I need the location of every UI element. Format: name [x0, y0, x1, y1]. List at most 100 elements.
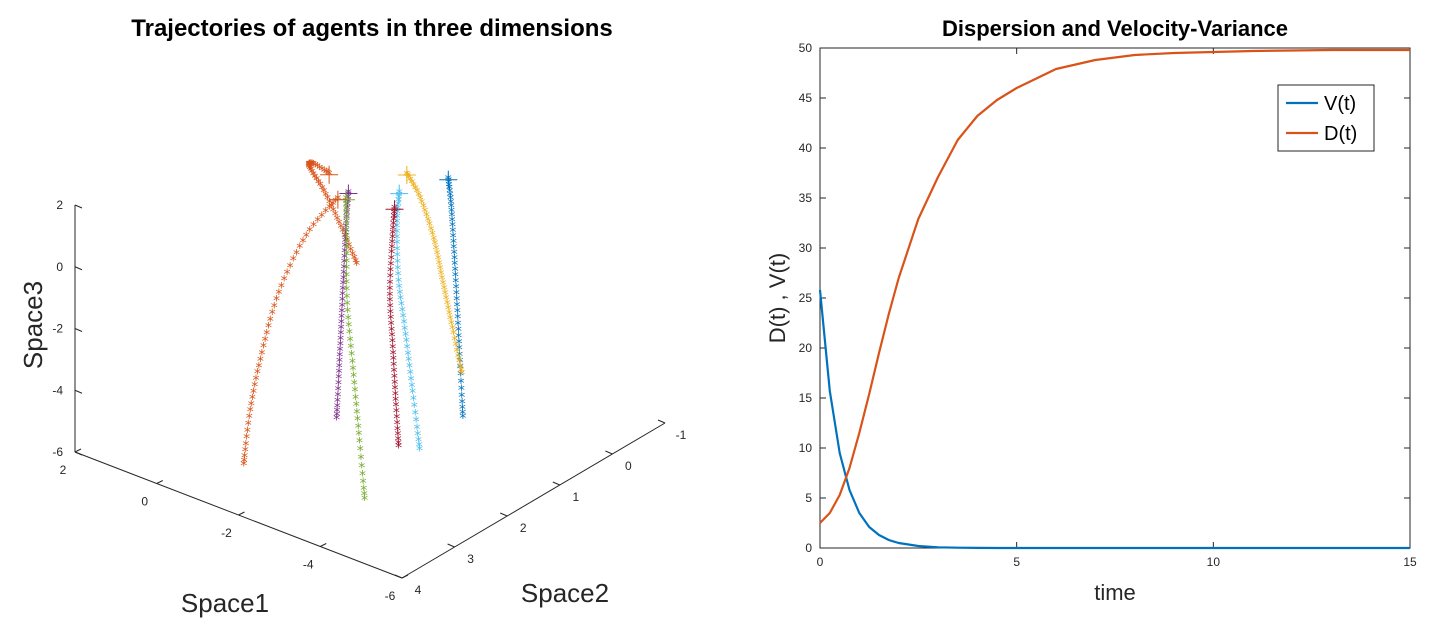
trajectory-point: *	[337, 344, 344, 360]
trajectory-point: *	[258, 347, 265, 363]
y-tick-label: 45	[799, 91, 813, 105]
trajectory-point: *	[343, 213, 350, 229]
trajectory-point: *	[273, 294, 280, 310]
trajectory-point: *	[287, 260, 294, 276]
trajectory-point: *	[451, 253, 458, 269]
trajectory-point: *	[308, 158, 315, 174]
trajectory-point: *	[320, 186, 327, 202]
trajectory-point: *	[341, 256, 348, 272]
trajectory-point: *	[394, 256, 401, 272]
trajectory-point: *	[315, 176, 322, 192]
trajectory-point: *	[343, 255, 350, 271]
trajectory-point: *	[334, 400, 341, 416]
trajectory-point: *	[457, 369, 464, 385]
series-2d	[818, 48, 1410, 550]
trajectory-point: *	[399, 305, 406, 321]
trajectory-point: *	[447, 197, 454, 213]
trajectories-3d-chart: Trajectories of agents in three dimensio…	[18, 15, 687, 618]
trajectory-point: *	[448, 205, 455, 221]
trajectory-point: *	[455, 330, 462, 346]
trajectory-point: *	[310, 159, 317, 175]
trajectory-point: *	[343, 262, 350, 278]
trajectory-point: *	[324, 193, 331, 209]
trajectory-point: *	[342, 240, 349, 256]
trajectory-point: *	[339, 225, 346, 241]
trajectory-point: *	[402, 329, 409, 345]
trajectory-point: *	[446, 185, 453, 201]
legend-entry: V(t)	[1324, 93, 1356, 115]
trajectory-point: *	[427, 223, 434, 239]
trajectory-point: *	[343, 235, 350, 251]
trajectory-point: *	[388, 324, 395, 340]
trajectory-point: *	[343, 230, 350, 246]
trajectory-series: ****************************************…	[305, 158, 360, 274]
trajectory-point: *	[393, 221, 400, 237]
trajectory-point: *	[394, 202, 401, 218]
trajectory-point: *	[348, 349, 355, 365]
trajectory-point: *	[330, 204, 337, 220]
y-tick-label: 50	[799, 41, 813, 55]
trajectory-point: *	[329, 198, 336, 214]
trajectory-point: *	[342, 235, 349, 251]
y-tick-3d	[657, 419, 666, 424]
trajectory-point: *	[408, 176, 415, 192]
trajectory-point: *	[242, 445, 249, 461]
trajectory-point: *	[451, 333, 458, 349]
z-tick-3d	[74, 204, 83, 209]
trajectory-point: *	[351, 252, 358, 268]
trajectory-point: *	[449, 220, 456, 236]
trajectory-point: *	[405, 172, 412, 188]
trajectory-point: *	[354, 414, 361, 430]
trajectory-point: *	[449, 214, 456, 230]
trajectory-point: *	[458, 376, 465, 392]
legend-entry: D(t)	[1324, 123, 1357, 145]
trajectory-point: *	[388, 241, 395, 257]
trajectory-point: *	[447, 313, 454, 329]
trajectory-point: *	[408, 380, 415, 396]
trajectory-point: *	[437, 263, 444, 279]
trajectory-point: *	[303, 230, 310, 246]
trajectory-point: *	[449, 322, 456, 338]
trajectory-start-marker	[328, 190, 347, 209]
trajectory-point: *	[395, 440, 402, 456]
trajectory-point: *	[459, 407, 466, 423]
trajectory-point: *	[358, 452, 365, 468]
trajectory-point: *	[290, 254, 297, 270]
trajectory-point: *	[353, 258, 360, 274]
trajectory-point: *	[322, 206, 329, 222]
z-tick-label-3d: -6	[52, 445, 63, 459]
trajectory-point: *	[337, 327, 344, 343]
x-tick-label-3d: -2	[221, 526, 232, 540]
trajectory-point: *	[433, 243, 440, 259]
trajectory-point: *	[394, 211, 401, 227]
trajectory-point: *	[328, 200, 335, 216]
trajectory-point: *	[387, 264, 394, 280]
x-axis-label-3d: Space1	[181, 588, 269, 618]
trajectory-point: *	[307, 158, 314, 174]
trajectory-point: *	[429, 228, 436, 244]
trajectory-point: *	[389, 231, 396, 247]
trajectory-point: *	[263, 327, 270, 343]
trajectory-point: *	[389, 341, 396, 357]
trajectory-point: *	[387, 258, 394, 274]
trajectory-point: *	[356, 436, 363, 452]
trajectory-point: *	[343, 276, 350, 292]
trajectory-point: *	[391, 371, 398, 387]
axes-2d: 0 5 10 15 0 5 10 15 20 25 30 35 40 45 50	[799, 41, 1417, 569]
trajectory-point: *	[387, 271, 394, 287]
y-tick-label-3d: 0	[625, 459, 632, 473]
z-tick-label-3d: -4	[52, 383, 63, 397]
trajectory-point: *	[344, 203, 351, 219]
trajectory-point: *	[456, 349, 463, 365]
trajectory-point: *	[394, 207, 401, 223]
y-tick-label: 10	[799, 441, 813, 455]
trajectory-point: *	[459, 402, 466, 418]
trajectory-point: *	[388, 247, 395, 263]
trajectory-point: *	[338, 316, 345, 332]
trajectory-point: *	[352, 392, 359, 408]
trajectory-point: *	[409, 386, 416, 402]
trajectory-point: *	[337, 221, 344, 237]
trajectory-point: *	[459, 411, 466, 427]
trajectory-point: *	[413, 422, 420, 438]
trajectory-point: *	[310, 168, 317, 184]
